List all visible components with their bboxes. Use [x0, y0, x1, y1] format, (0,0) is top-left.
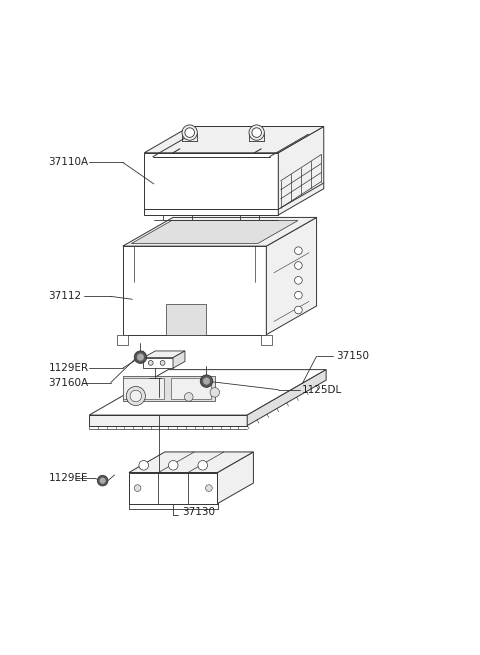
Text: 1129EE: 1129EE — [48, 474, 88, 483]
Polygon shape — [171, 378, 211, 399]
Circle shape — [148, 360, 153, 365]
Circle shape — [252, 128, 262, 138]
Text: 37112: 37112 — [48, 291, 82, 301]
Circle shape — [97, 476, 108, 486]
Text: 37110A: 37110A — [48, 157, 89, 168]
Polygon shape — [173, 351, 185, 368]
Circle shape — [168, 460, 178, 470]
Circle shape — [295, 276, 302, 284]
Polygon shape — [132, 221, 298, 244]
Circle shape — [137, 354, 144, 360]
Circle shape — [295, 247, 302, 255]
Text: 37150: 37150 — [336, 351, 369, 361]
Circle shape — [134, 351, 147, 364]
Text: 37160A: 37160A — [48, 377, 89, 388]
Text: 1125DL: 1125DL — [302, 384, 342, 395]
Circle shape — [203, 378, 210, 384]
Polygon shape — [144, 351, 185, 358]
Polygon shape — [129, 452, 253, 472]
Polygon shape — [123, 217, 317, 246]
Polygon shape — [247, 369, 326, 426]
Polygon shape — [123, 378, 164, 399]
Polygon shape — [278, 126, 324, 215]
Circle shape — [200, 375, 213, 387]
Polygon shape — [123, 377, 215, 402]
Polygon shape — [266, 217, 317, 335]
Circle shape — [126, 386, 145, 405]
Circle shape — [139, 460, 148, 470]
Circle shape — [134, 485, 141, 491]
Circle shape — [295, 291, 302, 299]
Circle shape — [295, 306, 302, 314]
Circle shape — [198, 460, 207, 470]
Text: 37130: 37130 — [182, 507, 216, 517]
Polygon shape — [166, 304, 206, 335]
Circle shape — [160, 360, 165, 365]
Polygon shape — [123, 246, 266, 335]
Polygon shape — [217, 452, 253, 504]
Polygon shape — [144, 358, 173, 368]
Circle shape — [249, 125, 264, 140]
Polygon shape — [89, 369, 326, 415]
Polygon shape — [261, 335, 272, 345]
Polygon shape — [89, 415, 247, 426]
Circle shape — [295, 262, 302, 269]
Text: 1129ER: 1129ER — [48, 363, 89, 373]
Circle shape — [184, 392, 193, 402]
Polygon shape — [129, 472, 217, 504]
Circle shape — [205, 485, 212, 491]
Circle shape — [185, 128, 194, 138]
Polygon shape — [144, 126, 324, 153]
Circle shape — [130, 390, 142, 402]
Polygon shape — [117, 335, 129, 345]
Circle shape — [182, 125, 197, 140]
Circle shape — [100, 477, 106, 483]
Polygon shape — [144, 153, 278, 215]
Circle shape — [210, 388, 219, 397]
